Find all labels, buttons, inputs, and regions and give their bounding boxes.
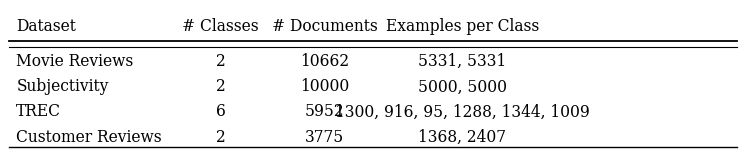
Text: Examples per Class: Examples per Class [386,18,539,35]
Text: TREC: TREC [16,104,61,121]
Text: 10662: 10662 [300,53,349,70]
Text: 5952: 5952 [305,104,345,121]
Text: 2: 2 [216,129,225,145]
Text: 5331, 5331: 5331, 5331 [418,53,507,70]
Text: 2: 2 [216,53,225,70]
Text: 5000, 5000: 5000, 5000 [418,78,507,95]
Text: # Classes: # Classes [182,18,259,35]
Text: 6: 6 [216,104,225,121]
Text: Movie Reviews: Movie Reviews [16,53,134,70]
Text: 3775: 3775 [305,129,345,145]
Text: Subjectivity: Subjectivity [16,78,109,95]
Text: 1300, 916, 95, 1288, 1344, 1009: 1300, 916, 95, 1288, 1344, 1009 [335,104,589,121]
Text: 1368, 2407: 1368, 2407 [419,129,507,145]
Text: Customer Reviews: Customer Reviews [16,129,162,145]
Text: 10000: 10000 [300,78,349,95]
Text: 2: 2 [216,78,225,95]
Text: # Documents: # Documents [272,18,377,35]
Text: Dataset: Dataset [16,18,76,35]
